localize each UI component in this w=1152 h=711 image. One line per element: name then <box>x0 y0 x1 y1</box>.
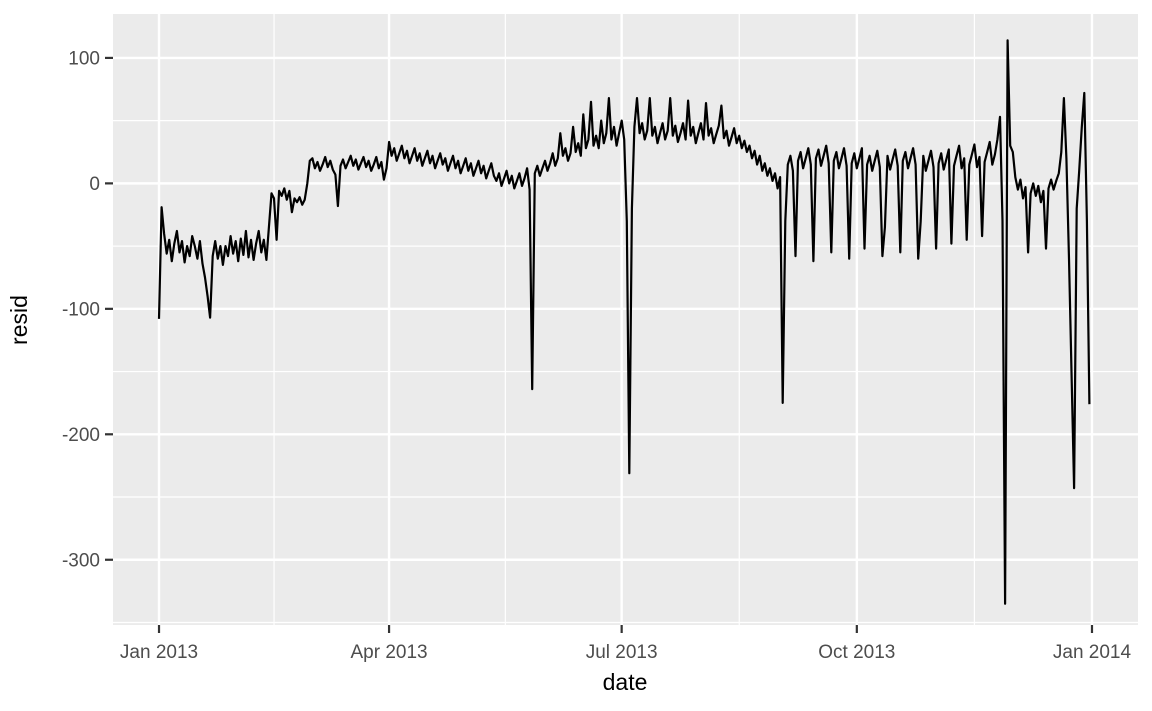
x-tick-label: Oct 2013 <box>818 642 895 663</box>
y-tick-label: 0 <box>89 174 100 195</box>
resid-series-line <box>157 39 1091 605</box>
y-tick-label: -200 <box>62 425 100 446</box>
panel-background <box>113 14 1138 625</box>
y-tick-label: 100 <box>68 48 100 69</box>
x-tick-label: Jan 2013 <box>120 642 198 663</box>
x-tick-label: Apr 2013 <box>350 642 427 663</box>
x-axis-title: date <box>603 669 648 695</box>
y-tick-label: -300 <box>62 550 100 571</box>
y-tick-label: -100 <box>62 299 100 320</box>
x-tick-label: Jul 2013 <box>586 642 658 663</box>
plot-panel: Jan 2013 Apr 2013 Jul 2013 Oct 2013 Jan 2014… <box>62 14 1138 663</box>
x-tick-label: Jan 2014 <box>1053 642 1132 663</box>
y-axis-title: resid <box>6 295 32 345</box>
